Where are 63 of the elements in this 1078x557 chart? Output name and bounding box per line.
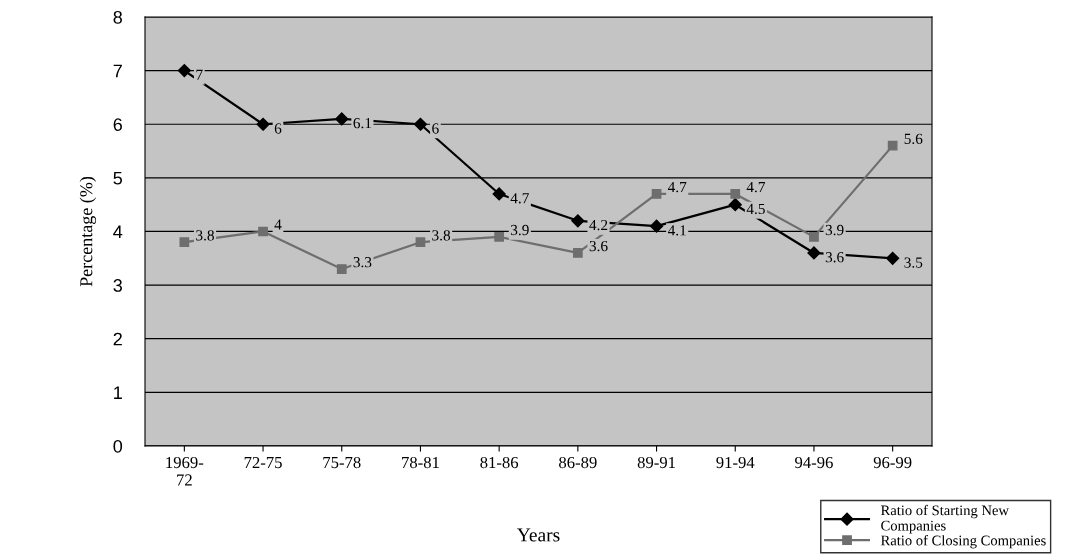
point: [177, 64, 191, 78]
data-label: 4.5: [746, 203, 765, 215]
point: [651, 189, 662, 199]
point: [887, 140, 898, 151]
y-tick-label: 5: [113, 172, 123, 185]
point: [886, 251, 900, 265]
data-label: 3.5: [904, 257, 923, 268]
y-tick-label: 1: [114, 386, 122, 399]
point: [335, 112, 349, 126]
data-label: 4.2: [589, 219, 608, 231]
y-tick-label: 8: [113, 10, 122, 24]
legend-label: Ratio of Starting New Companies: [880, 504, 1009, 534]
x-tick-label: 91-94: [716, 456, 755, 469]
point: [415, 237, 426, 248]
x-tick-label: 75-78: [323, 456, 361, 469]
data-label: 4: [274, 219, 282, 230]
data-label: 3.6: [825, 252, 844, 263]
data-label: 4.7: [746, 182, 766, 193]
point: [494, 232, 505, 242]
data-label: 3.6: [589, 240, 608, 252]
point: [730, 189, 741, 199]
point: [572, 248, 583, 258]
x-tick-label: 1969- 72: [166, 456, 204, 486]
y-tick-label: 7: [113, 64, 122, 78]
data-label: 5.6: [904, 133, 923, 145]
data-label: 3.9: [825, 224, 844, 236]
data-label: 4.7: [510, 193, 529, 204]
data-label: 3.8: [196, 230, 214, 241]
point: [571, 214, 585, 228]
point: [256, 117, 270, 131]
x-tick-label: 72-75: [244, 456, 282, 469]
point: [336, 264, 347, 274]
y-tick-label: 3: [113, 279, 122, 292]
point: [809, 232, 819, 242]
data-label: 7: [196, 69, 203, 80]
data-label: 3.9: [510, 224, 529, 236]
x-tick-label: 81-86: [480, 456, 519, 469]
x-tick-label: 96-99: [873, 456, 912, 469]
data-label: 3.8: [432, 230, 451, 241]
data-label: 3.3: [353, 257, 372, 268]
point: [807, 246, 821, 260]
point: [258, 226, 268, 237]
point: [728, 198, 742, 212]
point: [649, 219, 664, 233]
y-tick-label: 4: [113, 225, 123, 239]
x-tick-label: 78-81: [402, 456, 439, 469]
y-axis-title: Percentage (%): [79, 176, 97, 287]
data-label: 6.1: [353, 118, 372, 129]
point: [413, 117, 428, 131]
y-tick-label: 6: [113, 118, 122, 131]
point: [179, 237, 190, 248]
x-axis-title: Years: [517, 528, 560, 542]
y-tick-label: 2: [113, 332, 122, 346]
x-tick-label: 86-89: [559, 456, 597, 469]
x-tick-label: 89-91: [637, 456, 675, 469]
data-label: 4.1: [667, 225, 686, 236]
x-tick-label: 94-96: [795, 456, 833, 469]
point: [492, 187, 506, 201]
legend-label: Ratio of Closing Companies: [880, 534, 1046, 549]
data-label: 6: [274, 123, 282, 134]
data-label: 6: [432, 123, 439, 134]
y-tick-label: 0: [113, 439, 123, 453]
data-label: 4.7: [667, 182, 687, 193]
